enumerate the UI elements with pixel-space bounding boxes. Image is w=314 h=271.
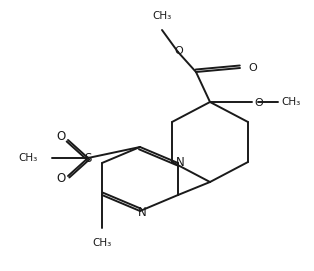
Text: O: O <box>248 63 257 73</box>
Text: CH₃: CH₃ <box>281 97 300 107</box>
Text: N: N <box>176 156 184 169</box>
Text: CH₃: CH₃ <box>92 238 111 248</box>
Text: O: O <box>57 131 66 144</box>
Text: N: N <box>138 205 146 218</box>
Text: CH₃: CH₃ <box>19 153 38 163</box>
Text: O: O <box>57 173 66 186</box>
Text: O: O <box>175 46 183 56</box>
Text: S: S <box>84 151 92 164</box>
Text: CH₃: CH₃ <box>152 11 172 21</box>
Text: O: O <box>254 98 263 108</box>
